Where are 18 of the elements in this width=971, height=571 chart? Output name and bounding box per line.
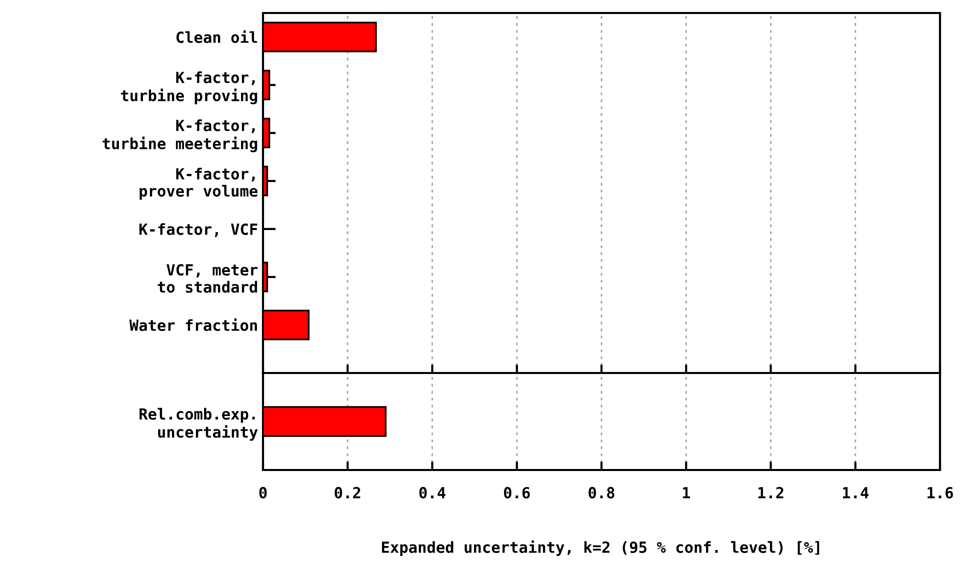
- x-tick-label: 0.2: [334, 486, 360, 498]
- y-tick-label: K-factor, turbine proving: [121, 71, 258, 104]
- x-tick-label: 1: [682, 487, 690, 498]
- y-tick-label: K-factor, turbine meetering: [102, 119, 258, 152]
- x-tick-label: 0.6: [504, 486, 530, 499]
- y-tick-label: Water fraction: [129, 318, 257, 332]
- x-tick-label: 0.8: [588, 486, 614, 498]
- y-tick-label: Rel.comb.exp. uncertainty: [140, 408, 258, 441]
- x-tick-label: 0: [259, 486, 267, 498]
- x-tick-label: 1.2: [758, 486, 784, 498]
- x-axis-title: Expanded uncertainty, k=2 (95 % conf. level) [%]: [382, 540, 820, 556]
- y-tick-label: VCF, meter to standard: [158, 264, 258, 293]
- y-tick-label: K-factor, prover volume: [140, 168, 258, 200]
- x-tick-label: 1.6: [928, 486, 953, 499]
- y-tick-label: K-factor, VCF: [139, 223, 258, 237]
- x-tick-label: 1.4: [842, 487, 868, 498]
- x-tick-label: 0.4: [419, 486, 446, 498]
- y-tick-label: Clean oil: [176, 30, 258, 44]
